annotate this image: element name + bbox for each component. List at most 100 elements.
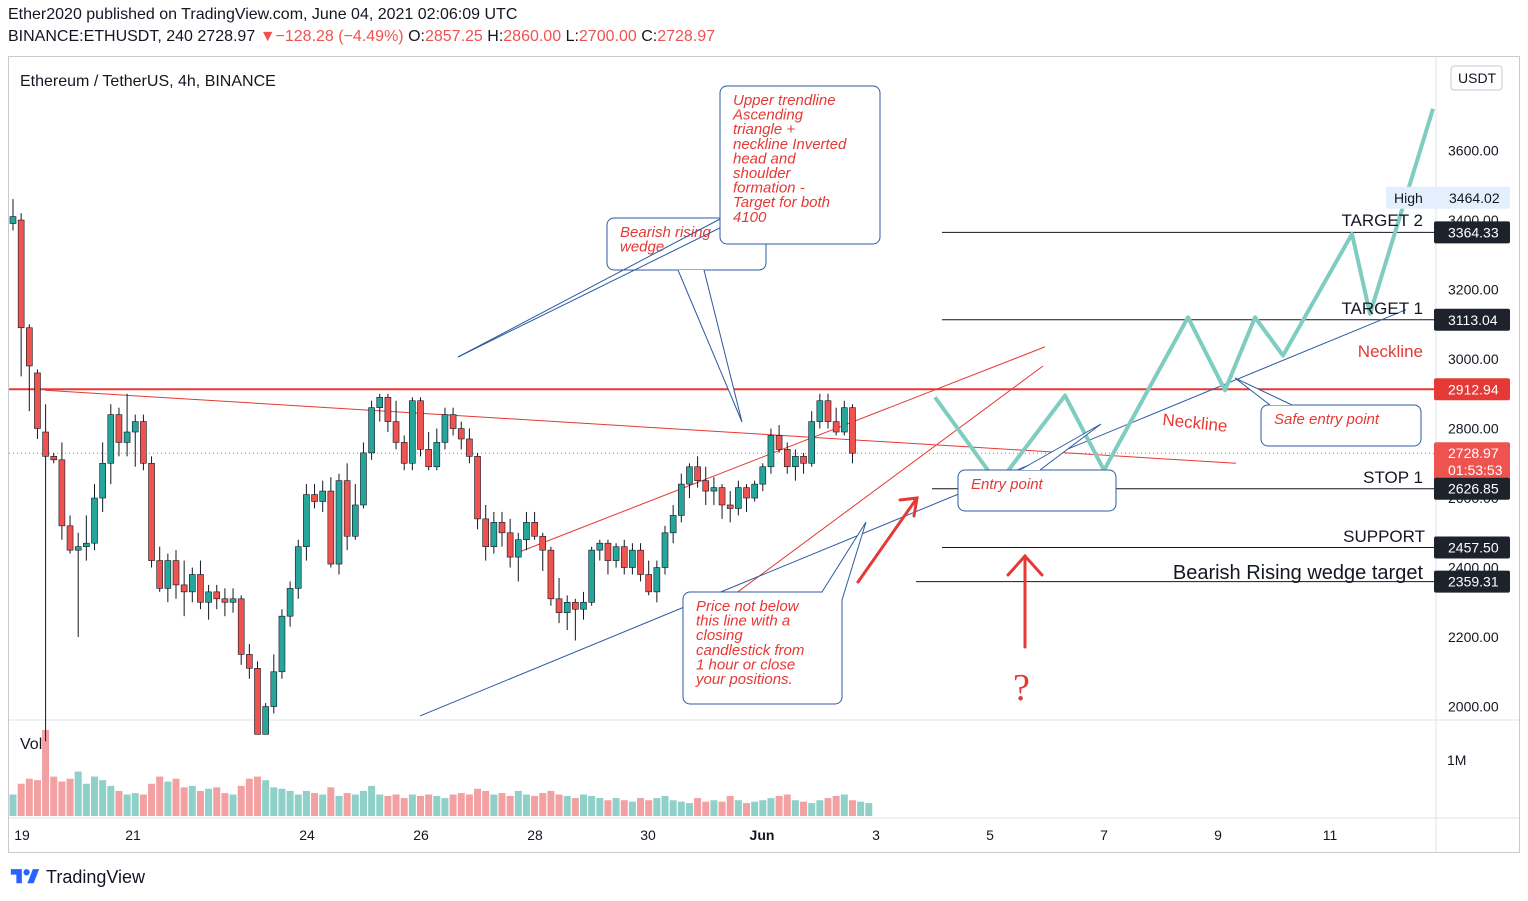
volume-bar bbox=[783, 794, 791, 816]
volume-bar bbox=[506, 795, 514, 816]
tradingview-text: TradingView bbox=[46, 866, 146, 887]
volume-bar bbox=[751, 801, 759, 816]
candle-body bbox=[343, 480, 351, 537]
candle-body bbox=[237, 598, 245, 655]
close-label: C: bbox=[641, 28, 658, 45]
last-price: 2728.97 bbox=[197, 28, 256, 45]
volume-bar bbox=[531, 795, 539, 816]
candle-body bbox=[849, 407, 856, 454]
chart-frame[interactable] bbox=[8, 56, 1520, 853]
x-tick-label: 3 bbox=[872, 827, 880, 843]
volume-bar bbox=[490, 794, 498, 816]
y-tick-label: 3000.00 bbox=[1448, 351, 1499, 367]
callout-box bbox=[682, 591, 843, 705]
candle-body bbox=[286, 588, 294, 617]
candle-body bbox=[433, 442, 441, 468]
volume-bar bbox=[539, 793, 547, 816]
x-tick-label: Jun bbox=[750, 827, 775, 843]
candle-body bbox=[547, 549, 555, 600]
candle-body bbox=[123, 431, 131, 443]
volume-bar bbox=[661, 795, 669, 816]
volume-bar bbox=[384, 795, 392, 816]
volume-bar bbox=[865, 803, 873, 816]
candle-body bbox=[9, 216, 17, 224]
volume-bar bbox=[800, 801, 808, 816]
x-tick-label: 9 bbox=[1214, 827, 1222, 843]
callout-line: Bearish rising bbox=[620, 224, 712, 241]
candle-body bbox=[58, 459, 66, 527]
x-tick-label: 28 bbox=[527, 827, 543, 843]
volume-bar bbox=[335, 795, 343, 816]
volume-bar bbox=[74, 771, 82, 816]
volume-bar bbox=[66, 778, 74, 816]
volume-bar bbox=[547, 790, 555, 816]
price-tag bbox=[1434, 378, 1510, 401]
candle-body bbox=[449, 414, 457, 429]
volume-bar bbox=[33, 780, 41, 816]
candle-body bbox=[392, 421, 400, 443]
volume-bar bbox=[474, 788, 482, 816]
candle-body bbox=[800, 456, 807, 464]
neckline-label: Neckline bbox=[1358, 342, 1423, 361]
wedge-target-label: Bearish Rising wedge target bbox=[1173, 562, 1424, 584]
volume-bar bbox=[417, 795, 424, 816]
volume-bar bbox=[50, 776, 58, 816]
candle-body bbox=[718, 487, 726, 506]
candle-body bbox=[303, 494, 310, 547]
candle-body bbox=[148, 462, 155, 561]
volume-bar bbox=[482, 790, 490, 816]
price-change: −128.28 (−4.49%) bbox=[275, 28, 404, 45]
volume-bar bbox=[710, 800, 718, 816]
price-tag-label: High bbox=[1394, 190, 1423, 206]
volume-bar bbox=[139, 794, 147, 816]
open-value: 2857.25 bbox=[424, 28, 483, 45]
candle-body bbox=[294, 546, 302, 589]
target1-label: TARGET 1 bbox=[1341, 299, 1423, 318]
candle-body bbox=[735, 487, 742, 509]
wedge-target-arrow bbox=[1006, 553, 1044, 649]
price-tag-value: 2728.97 bbox=[1448, 445, 1499, 461]
volume-bar bbox=[620, 800, 628, 816]
currency-badge bbox=[1450, 65, 1503, 91]
candle-body bbox=[506, 532, 514, 558]
callout-line: your positions. bbox=[695, 671, 793, 688]
candle-body bbox=[759, 466, 767, 485]
wedge-upper-line bbox=[514, 346, 1046, 555]
question-mark: ? bbox=[1013, 667, 1030, 709]
volume-bar bbox=[58, 781, 66, 816]
volume-bar bbox=[759, 800, 767, 816]
candle-body bbox=[197, 574, 204, 603]
volume-bar bbox=[457, 793, 465, 816]
callout-pointer bbox=[457, 217, 723, 358]
price-tag bbox=[1434, 477, 1510, 500]
support-label: SUPPORT bbox=[1343, 527, 1425, 546]
candle-body bbox=[99, 462, 106, 499]
price-tag bbox=[1434, 570, 1510, 593]
price-tag-value: 3364.33 bbox=[1448, 224, 1499, 240]
y-tick-label: 2000.00 bbox=[1448, 699, 1499, 715]
candle-body bbox=[42, 431, 49, 457]
x-tick-label: 7 bbox=[1100, 827, 1108, 843]
callout-line: Price not below bbox=[696, 598, 800, 615]
candle-body bbox=[270, 671, 278, 707]
candle-body bbox=[588, 549, 595, 603]
volume-bar bbox=[694, 798, 702, 816]
candle-body bbox=[17, 219, 25, 329]
footer-brand[interactable]: TradingView bbox=[10, 866, 145, 888]
published-info: Ether2020 published on TradingView.com, … bbox=[8, 6, 518, 23]
x-tick-label: 24 bbox=[299, 827, 315, 843]
candle-body bbox=[490, 522, 498, 547]
candle-body bbox=[694, 466, 701, 481]
callout-tail bbox=[821, 521, 867, 601]
volume-bar bbox=[677, 801, 685, 816]
volume-bar bbox=[164, 781, 172, 816]
volume-bar bbox=[612, 798, 620, 816]
candle-body bbox=[376, 396, 384, 408]
candle-body bbox=[254, 668, 261, 735]
candle-body bbox=[180, 584, 188, 593]
candle-body bbox=[172, 560, 180, 586]
candle-body bbox=[115, 414, 123, 443]
callout-line: Safe entry point bbox=[1274, 411, 1380, 428]
